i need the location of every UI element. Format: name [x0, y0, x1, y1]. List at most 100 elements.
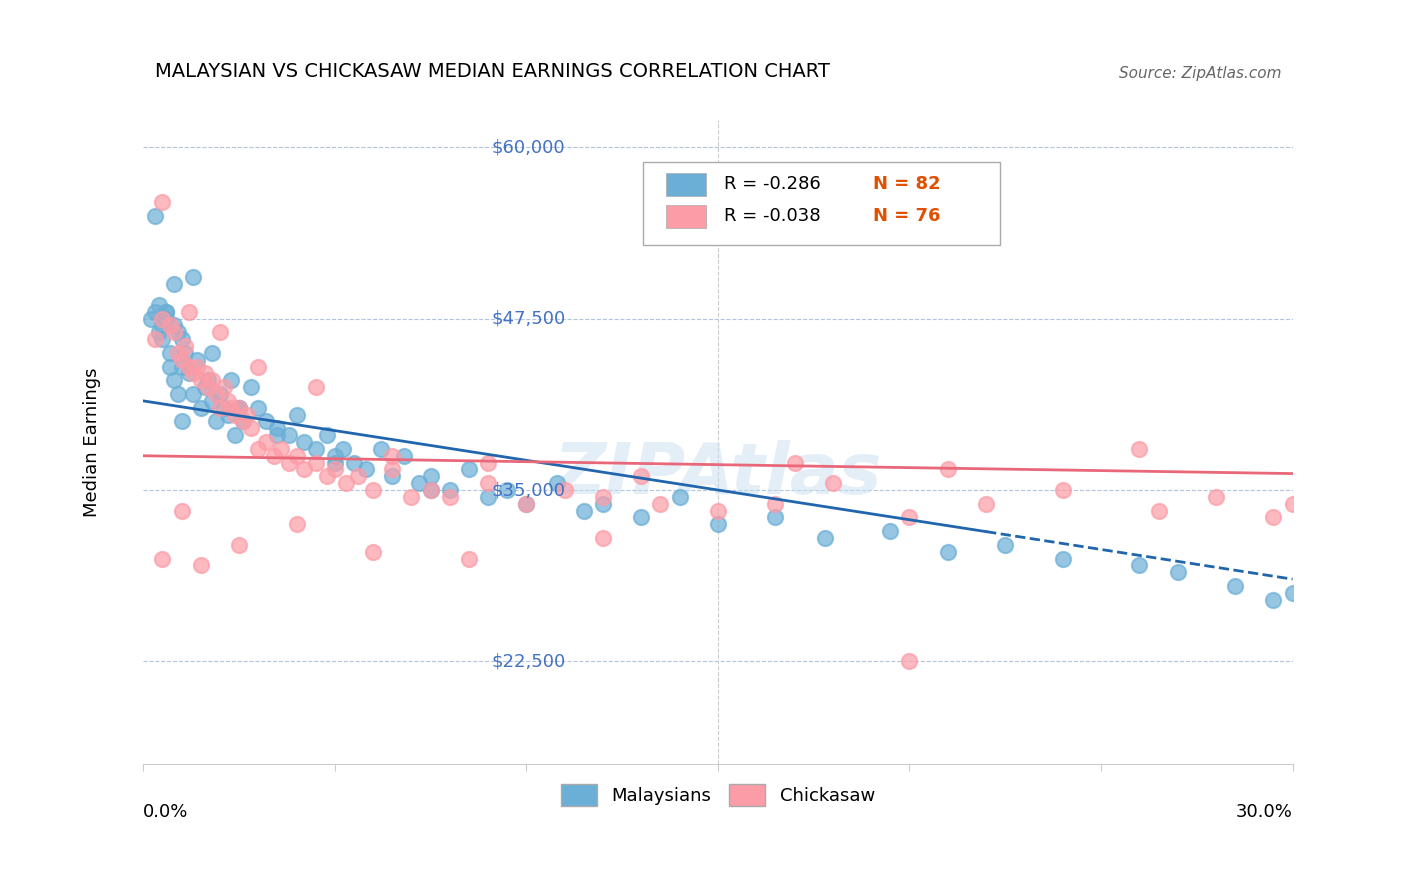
Malaysians	[152, 318, 174, 333]
Chickasaw	[285, 517, 308, 532]
Malaysians	[155, 305, 177, 319]
Text: 30.0%: 30.0%	[1236, 803, 1292, 821]
Chickasaw	[381, 449, 404, 463]
Malaysians	[266, 421, 288, 435]
Malaysians	[254, 415, 277, 429]
Text: N = 76: N = 76	[873, 208, 941, 226]
Malaysians	[277, 428, 299, 442]
Malaysians	[181, 387, 204, 401]
Text: Median Earnings: Median Earnings	[83, 368, 101, 516]
Chickasaw	[159, 318, 181, 333]
Malaysians	[994, 538, 1017, 552]
Chickasaw	[212, 380, 235, 394]
Malaysians	[247, 401, 270, 415]
Chickasaw	[401, 490, 423, 504]
Chickasaw	[381, 462, 404, 476]
Malaysians	[439, 483, 461, 497]
Malaysians	[224, 428, 246, 442]
Chickasaw	[205, 387, 228, 401]
Malaysians	[190, 401, 212, 415]
Chickasaw	[419, 483, 441, 497]
Chickasaw	[221, 401, 243, 415]
Chickasaw	[650, 497, 672, 511]
Malaysians	[515, 497, 537, 511]
Chickasaw	[592, 490, 614, 504]
Chickasaw	[263, 449, 285, 463]
Malaysians	[155, 311, 177, 326]
Text: R = -0.286: R = -0.286	[724, 175, 821, 194]
Malaysians	[170, 359, 193, 374]
Chickasaw	[477, 456, 499, 470]
Malaysians	[201, 393, 224, 408]
Chickasaw	[174, 339, 197, 353]
Chickasaw	[197, 380, 219, 394]
Malaysians	[572, 503, 595, 517]
Chickasaw	[361, 483, 384, 497]
Chickasaw	[143, 332, 166, 346]
Malaysians	[707, 517, 730, 532]
Chickasaw	[1205, 490, 1227, 504]
Malaysians	[765, 510, 787, 524]
Text: N = 82: N = 82	[873, 175, 941, 194]
Chickasaw	[166, 346, 188, 360]
Chickasaw	[783, 456, 806, 470]
Chickasaw	[347, 469, 370, 483]
Chickasaw	[515, 497, 537, 511]
Malaysians	[381, 469, 404, 483]
Chickasaw	[254, 435, 277, 450]
Chickasaw	[152, 311, 174, 326]
Chickasaw	[194, 367, 217, 381]
Chickasaw	[163, 326, 186, 340]
Chickasaw	[974, 497, 997, 511]
Malaysians	[266, 428, 288, 442]
FancyBboxPatch shape	[666, 173, 706, 195]
Chickasaw	[1263, 510, 1285, 524]
Text: ZIPAtlas: ZIPAtlas	[554, 440, 882, 508]
Chickasaw	[277, 456, 299, 470]
Malaysians	[546, 476, 568, 491]
Chickasaw	[554, 483, 576, 497]
Malaysians	[166, 387, 188, 401]
Chickasaw	[152, 195, 174, 210]
Chickasaw	[247, 442, 270, 456]
Chickasaw	[232, 415, 254, 429]
Chickasaw	[592, 531, 614, 545]
Malaysians	[174, 346, 197, 360]
Malaysians	[148, 298, 170, 312]
Chickasaw	[152, 551, 174, 566]
Malaysians	[323, 449, 346, 463]
Chickasaw	[270, 442, 292, 456]
Text: $22,500: $22,500	[492, 652, 565, 671]
Malaysians	[159, 359, 181, 374]
Chickasaw	[707, 503, 730, 517]
Malaysians	[1128, 558, 1150, 573]
Malaysians	[343, 456, 366, 470]
Malaysians	[814, 531, 837, 545]
Malaysians	[370, 442, 392, 456]
Malaysians	[392, 449, 415, 463]
Chickasaw	[316, 469, 339, 483]
Malaysians	[1281, 586, 1303, 600]
Chickasaw	[898, 655, 921, 669]
Chickasaw	[335, 476, 357, 491]
Chickasaw	[228, 401, 250, 415]
Chickasaw	[1128, 442, 1150, 456]
Malaysians	[285, 408, 308, 422]
Malaysians	[323, 456, 346, 470]
Malaysians	[1223, 579, 1246, 593]
Malaysians	[163, 318, 186, 333]
Chickasaw	[217, 393, 239, 408]
Malaysians	[239, 380, 262, 394]
Malaysians	[936, 545, 959, 559]
Malaysians	[197, 373, 219, 387]
Chickasaw	[305, 456, 328, 470]
Malaysians	[228, 401, 250, 415]
Malaysians	[292, 435, 315, 450]
Chickasaw	[181, 367, 204, 381]
Chickasaw	[179, 359, 201, 374]
Malaysians	[305, 442, 328, 456]
Chickasaw	[821, 476, 844, 491]
Text: 0.0%: 0.0%	[143, 803, 188, 821]
Malaysians	[143, 305, 166, 319]
Malaysians	[354, 462, 377, 476]
